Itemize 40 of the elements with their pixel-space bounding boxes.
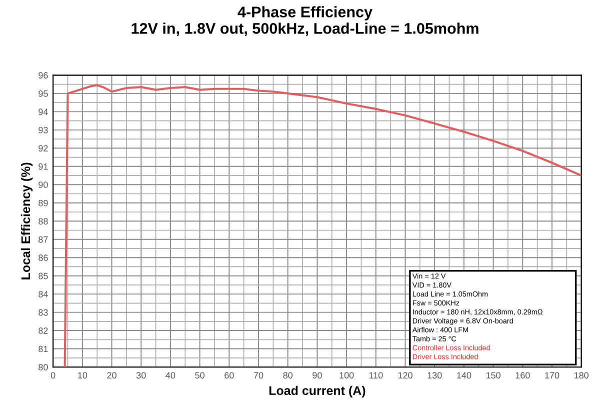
y-tick-label: 86 [38, 254, 48, 261]
x-tick-label: 120 [398, 372, 412, 379]
x-tick-label: 90 [312, 372, 322, 379]
y-tick-label: 90 [38, 182, 48, 188]
x-tick-label: 80 [283, 372, 293, 379]
y-tick-label: 81 [38, 346, 48, 352]
x-tick-label: 70 [254, 372, 264, 379]
x-tick-label: 40 [166, 372, 176, 379]
y-tick-label: 92 [38, 145, 48, 152]
x-tick-label: 170 [545, 372, 560, 379]
y-tick-label: 91 [38, 163, 48, 170]
y-tick-label: 87 [38, 236, 48, 243]
x-tick-label: 10 [78, 372, 88, 379]
chart-title: 4-Phase Efficiency 12V in, 1.8V out, 500kHz, Load-Line = 1.05mohm [132, 6, 478, 36]
x-tick-label: 30 [136, 372, 146, 379]
x-tick-label: 50 [195, 372, 204, 379]
y-tick-label: 84 [38, 291, 48, 298]
x-tick-label: 180 [574, 372, 589, 379]
y-tick-label: 89 [38, 200, 48, 206]
y-tick-label: 96 [38, 72, 48, 79]
y-tick-label: 85 [38, 272, 48, 280]
x-tick-label: 20 [107, 372, 116, 379]
y-axis-title: Local Efficiency (%) [20, 162, 33, 280]
x-tick-label: 150 [486, 372, 500, 379]
x-axis-title: Load current (A) [269, 386, 366, 398]
y-tick-label: 95 [38, 90, 48, 97]
line-series [64, 84, 582, 368]
y-tick-label: 80 [38, 364, 48, 370]
y-tick-label: 83 [38, 309, 48, 316]
y-tick-label: 94 [38, 108, 48, 116]
x-tick-label: 0 [50, 372, 56, 379]
x-tick-label: 160 [516, 372, 530, 379]
x-tick-label: 60 [224, 372, 234, 379]
x-tick-label: 140 [457, 372, 472, 379]
x-tick-label: 100 [340, 372, 354, 379]
x-tick-label: 130 [428, 372, 442, 379]
y-tick-label: 93 [38, 126, 48, 134]
y-tick-label: 82 [38, 328, 48, 334]
y-tick-label: 88 [38, 218, 48, 224]
x-tick-label: 110 [369, 372, 383, 379]
